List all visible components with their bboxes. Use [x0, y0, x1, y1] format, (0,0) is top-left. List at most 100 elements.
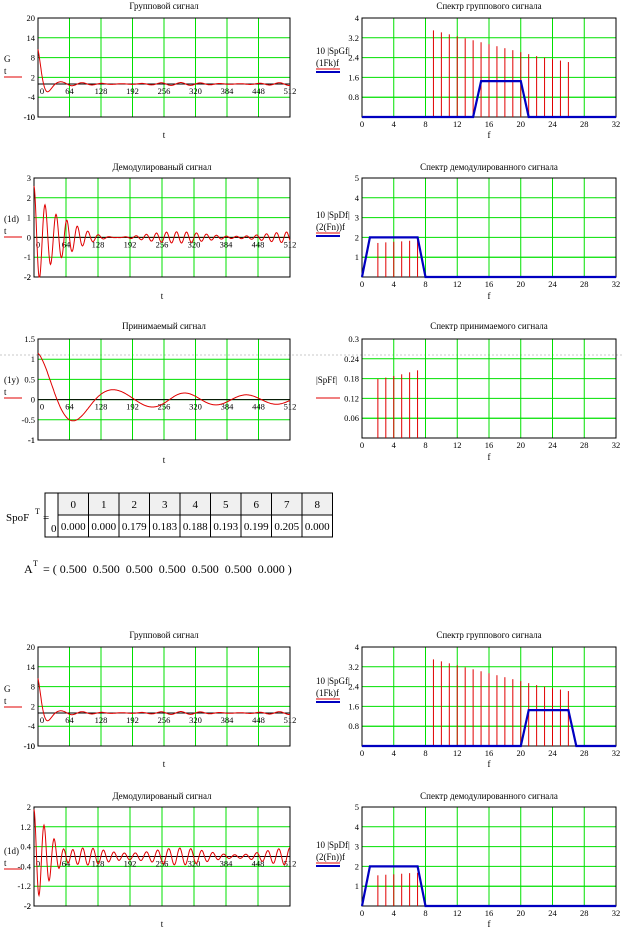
y-tick-label: -2	[24, 272, 31, 282]
y-tick-label: -4	[28, 721, 36, 731]
y-tick-label: 0	[27, 232, 31, 242]
chart-p2: 0.8 1.6 2.4 3.2 4 0 4 8 12 16 20 24 28 32 Спектр групп…	[316, 1, 620, 140]
y-tick-label: 0.4	[20, 842, 31, 852]
x-tick-label: 24	[548, 440, 557, 450]
x-tick-label: 20	[517, 748, 526, 758]
table-cell: 0.000	[305, 521, 330, 533]
x-tick-label: 512	[284, 86, 297, 96]
x-axis-label: f	[488, 759, 491, 769]
x-tick-label: 448	[252, 239, 265, 249]
filter-window	[360, 236, 616, 279]
y-tick-label: 1.5	[24, 334, 35, 344]
y-tick-label: -1.2	[18, 881, 31, 891]
x-tick-label: 64	[65, 715, 74, 725]
x-tick-label: 20	[517, 279, 526, 289]
filter-window	[362, 709, 616, 748]
y-axis-label: |SpFf|	[316, 375, 337, 385]
x-tick-label: 32	[612, 119, 621, 129]
x-tick-label: 20	[517, 440, 526, 450]
x-tick-label: 384	[220, 859, 234, 869]
x-tick-label: 12	[453, 279, 462, 289]
x-tick-label: 320	[189, 402, 202, 412]
y-axis-label-2: (1Fk)f	[316, 58, 339, 68]
y-axis-label-2: (2(Fn))f	[316, 222, 345, 232]
x-tick-label: 16	[485, 440, 494, 450]
x-tick-label: 320	[188, 239, 201, 249]
y-axis-label: 10 |SpGf|	[316, 46, 350, 56]
x-tick-label: 12	[453, 908, 462, 918]
chart-title: Спектр принимаемого сигнала	[430, 321, 548, 331]
y-tick-label: 2	[355, 861, 359, 871]
table-cell: 0.205	[274, 521, 299, 533]
y-tick-label: 3	[27, 173, 31, 183]
y-tick-label: 0.12	[344, 393, 359, 403]
x-tick-label: 24	[548, 279, 557, 289]
x-tick-label: 16	[485, 748, 494, 758]
x-tick-label: 0	[40, 402, 44, 412]
x-tick-label: 4	[392, 748, 397, 758]
x-tick-label: 32	[612, 908, 621, 918]
x-tick-label: 8	[423, 748, 427, 758]
chart-title: Спектр демодулированного сигнала	[420, 162, 558, 172]
chart-p5: -1-0.500.511.5-10 64 128 192 256 320 384 448 512…	[4, 321, 296, 465]
chart-title: Принимаемый сигнал	[122, 321, 206, 331]
chart-title: Спектр группового сигнала	[436, 1, 541, 11]
x-tick-label: 0	[36, 859, 40, 869]
x-tick-label: 16	[485, 119, 494, 129]
table-header-cell: 4	[193, 499, 199, 511]
chart-title: Демодулированый сигнал	[112, 791, 212, 801]
y-tick-label: 0.3	[348, 334, 359, 344]
x-tick-label: 256	[158, 86, 171, 96]
y-tick-label: 3	[355, 213, 359, 223]
x-tick-label: 384	[220, 239, 234, 249]
signal-curve	[37, 678, 291, 722]
y-tick-label: -10	[24, 112, 35, 122]
a-vector: A T = ( 0.500 0.500 0.500 0.500 0.500 0.…	[24, 559, 292, 576]
filter-window	[362, 80, 616, 119]
x-axis-label: f	[488, 452, 491, 462]
x-tick-label: 128	[95, 402, 108, 412]
y-tick-label: 0.18	[344, 374, 359, 384]
x-tick-label: 0	[360, 119, 364, 129]
x-tick-label: 28	[580, 440, 589, 450]
y-tick-label: -2	[24, 272, 31, 282]
x-tick-label: 64	[62, 859, 71, 869]
x-tick-label: 64	[65, 402, 74, 412]
x-tick-label: 28	[580, 748, 589, 758]
y-tick-label: 1	[27, 213, 31, 223]
signal-curve	[33, 809, 290, 898]
table-header-cell: 3	[162, 499, 168, 511]
y-tick-label: 4	[355, 13, 360, 23]
chart-p6: 0.06 0.12 0.18 0.24 0.3 0 4 8 12 16 20 24 28 32 Спектр…	[316, 321, 620, 462]
x-axis-label: f	[488, 291, 491, 301]
y-tick-label: 5	[355, 173, 359, 183]
y-tick-label: 4	[355, 193, 360, 203]
table-cell: 0.193	[213, 521, 238, 533]
y-axis-label: G	[4, 54, 11, 64]
table-cell: 0.000	[61, 521, 86, 533]
y-tick-label: -2	[24, 901, 31, 911]
x-tick-label: 32	[612, 440, 621, 450]
y-tick-label: 0.06	[344, 413, 359, 423]
x-tick-label: 384	[221, 402, 235, 412]
table-header-cell: 2	[132, 499, 138, 511]
x-tick-label: 28	[580, 279, 589, 289]
y-axis-label: (1d)	[4, 214, 19, 224]
table-cell: 0.183	[152, 521, 177, 533]
chart-p8: 0.8 1.6 2.4 3.2 4 0 4 8 12 16 20 24 28 32 Спектр групп…	[316, 630, 620, 769]
x-tick-label: 512	[284, 859, 297, 869]
x-axis-label: t	[161, 919, 164, 929]
y-tick-label: 0.5	[24, 374, 35, 384]
x-tick-label: 0	[360, 279, 364, 289]
x-tick-label: 0	[360, 440, 364, 450]
table-header-cell: 6	[254, 499, 260, 511]
x-tick-label: 24	[548, 748, 557, 758]
y-axis-label-2: t	[4, 226, 7, 236]
y-tick-label: 2	[31, 701, 35, 711]
y-tick-label: 8	[31, 682, 35, 692]
y-tick-label: -4	[28, 92, 36, 102]
y-axis-label: (1y)	[4, 375, 19, 385]
